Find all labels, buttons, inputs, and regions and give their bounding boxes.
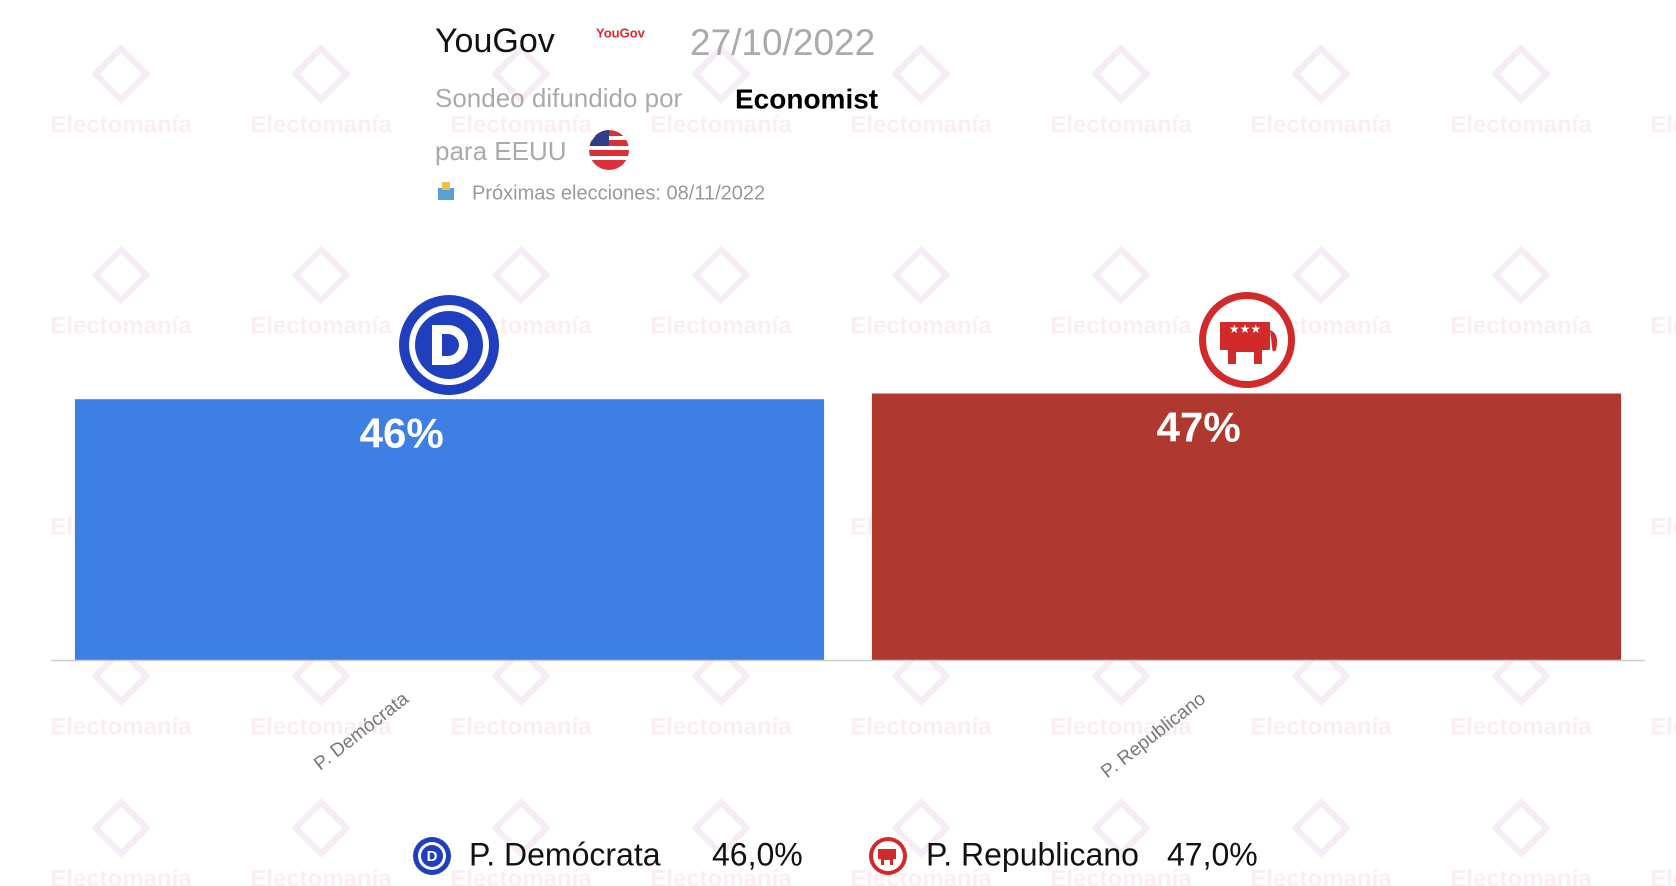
watermark-icon [1091,798,1151,858]
next-election: Próximas elecciones: 08/11/2022 [472,182,765,204]
watermark: Electomanía [450,865,592,886]
rep-logo: ★★★ [1199,292,1295,388]
watermark: Electomanía [1250,713,1392,740]
legend-value: 47,0% [1167,836,1258,872]
watermark: Electomanía [50,713,192,740]
watermark: Electomanía [1050,713,1192,740]
watermark: Electomanía [1450,865,1592,886]
watermark: Electomanía [1450,312,1592,339]
watermark: Electomanía [450,713,592,740]
value-label: 47% [1157,404,1241,451]
pollster: YouGov [435,22,555,60]
legend-dem-icon: D [413,837,451,875]
watermark-icon [691,646,751,706]
watermark: Electomanía [650,111,792,138]
watermark-icon [891,245,951,305]
svg-text:D: D [427,848,438,865]
watermark-icon [91,646,151,706]
watermark: Electomanía [1050,111,1192,138]
watermark-icon [491,44,551,104]
pollster-logo: YouGov [596,25,646,40]
watermark: Electomanía [250,312,392,339]
watermark-icon [691,44,751,104]
watermark-icon [1491,44,1551,104]
watermark-icon [1491,646,1551,706]
watermark-icon [91,44,151,104]
legend-rep-icon [869,837,907,875]
watermark-icon [1491,798,1551,858]
watermark: Electomanía [1450,111,1592,138]
watermark-icon [1091,646,1151,706]
watermark-icon [1291,646,1351,706]
watermark: Electomanía [1650,111,1676,138]
watermark-icon [1291,44,1351,104]
watermark: Electomanía [50,865,192,886]
watermark: Electomanía [850,713,992,740]
watermark-icon [291,245,351,305]
watermark: Electomanía [1650,312,1676,339]
watermark: Electomanía [250,111,392,138]
watermark: Electomanía [250,713,392,740]
watermark: Electomanía [650,865,792,886]
bar [871,393,1622,660]
watermark-icon [91,245,151,305]
legend-value: 46,0% [712,836,803,872]
watermark-icon [291,798,351,858]
svg-text:★★★: ★★★ [1229,322,1261,336]
watermark: Electomanía [50,312,192,339]
watermark-icon [1091,44,1151,104]
watermark-icon [491,798,551,858]
watermark-icon [291,44,351,104]
watermark: Electomanía [1650,713,1676,740]
watermark-icon [491,245,551,305]
value-label: 46% [360,409,444,456]
watermark-icon [1091,245,1151,305]
watermark-icon [891,646,951,706]
media: Economist [735,83,878,114]
watermark-icon [691,245,751,305]
poll-date: 27/10/2022 [690,22,875,63]
watermark-icon [891,798,951,858]
watermark: Electomanía [850,312,992,339]
watermark: Electomanía [50,111,192,138]
legend-name: P. Demócrata [469,836,661,872]
region: para EEUU [435,136,567,166]
dem-logo [399,295,499,395]
watermark: Electomanía [1050,865,1192,886]
watermark-icon [1291,798,1351,858]
ballot-icon [438,182,454,200]
watermark: Electomanía [650,713,792,740]
watermark-icon [691,798,751,858]
published-by: Sondeo difundido por [435,83,683,113]
watermark-icon [91,798,151,858]
watermark: Electomanía [1250,865,1392,886]
watermark: Electomanía [1650,865,1676,886]
watermark: Electomanía [650,312,792,339]
watermark: Electomanía [250,865,392,886]
watermark: Electomanía [450,111,592,138]
watermark: Electomanía [850,111,992,138]
bar [74,399,825,660]
us-flag [589,130,629,170]
watermark-icon [1491,245,1551,305]
watermark-icon [1291,245,1351,305]
watermark: Electomanía [1250,111,1392,138]
watermark: Electomanía [1050,312,1192,339]
watermark: Electomanía [1450,713,1592,740]
watermark-icon [891,44,951,104]
legend-name: P. Republicano [926,836,1139,872]
watermark-icon [291,646,351,706]
watermark-icon [491,646,551,706]
watermark: Electomanía [1650,513,1676,540]
